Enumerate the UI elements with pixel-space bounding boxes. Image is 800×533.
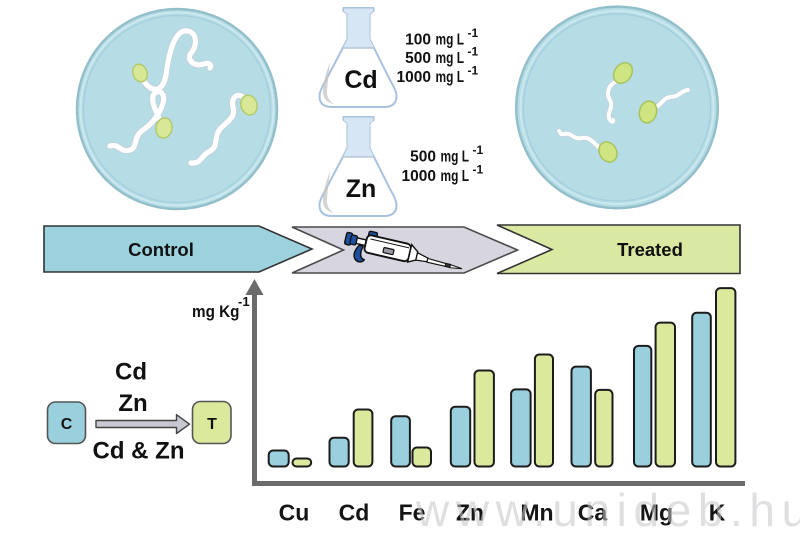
svg-text:-1: -1 <box>468 64 479 78</box>
svg-text:K: K <box>709 500 726 526</box>
svg-text:-1: -1 <box>473 163 484 177</box>
svg-text:Cd: Cd <box>344 66 377 94</box>
svg-text:Cd: Cd <box>339 500 370 526</box>
svg-text:Fe: Fe <box>399 500 426 526</box>
svg-text:-1: -1 <box>468 26 479 40</box>
svg-text:C: C <box>61 416 73 433</box>
svg-text:Control: Control <box>128 239 194 260</box>
svg-text:mg L: mg L <box>441 149 470 166</box>
svg-text:-1: -1 <box>238 294 250 309</box>
svg-text:Ca: Ca <box>578 500 608 526</box>
svg-text:Cd & Zn: Cd & Zn <box>93 438 185 465</box>
svg-text:-1: -1 <box>468 45 479 59</box>
svg-text:Zn: Zn <box>456 500 484 526</box>
svg-text:Treated: Treated <box>617 239 683 260</box>
svg-text:mg L: mg L <box>436 50 465 67</box>
svg-text:Cu: Cu <box>279 500 310 526</box>
svg-text:100: 100 <box>405 32 431 49</box>
svg-text:Cd: Cd <box>115 359 147 386</box>
svg-text:www.unideb.hu: www.unideb.hu <box>415 484 800 533</box>
svg-text:T: T <box>207 416 217 433</box>
svg-text:mg L: mg L <box>436 69 465 86</box>
svg-text:mg L: mg L <box>436 32 465 49</box>
svg-text:mg L: mg L <box>441 168 470 185</box>
svg-text:Mn: Mn <box>520 500 553 526</box>
svg-text:1000: 1000 <box>397 69 431 86</box>
svg-text:Mg: Mg <box>640 500 673 526</box>
svg-text:1000: 1000 <box>402 168 436 185</box>
svg-text:mg Kg: mg Kg <box>192 302 240 321</box>
svg-text:Zn: Zn <box>118 390 147 417</box>
svg-text:500: 500 <box>405 50 431 67</box>
svg-text:Zn: Zn <box>346 175 377 203</box>
svg-text:-1: -1 <box>473 143 484 157</box>
svg-text:500: 500 <box>410 149 436 166</box>
